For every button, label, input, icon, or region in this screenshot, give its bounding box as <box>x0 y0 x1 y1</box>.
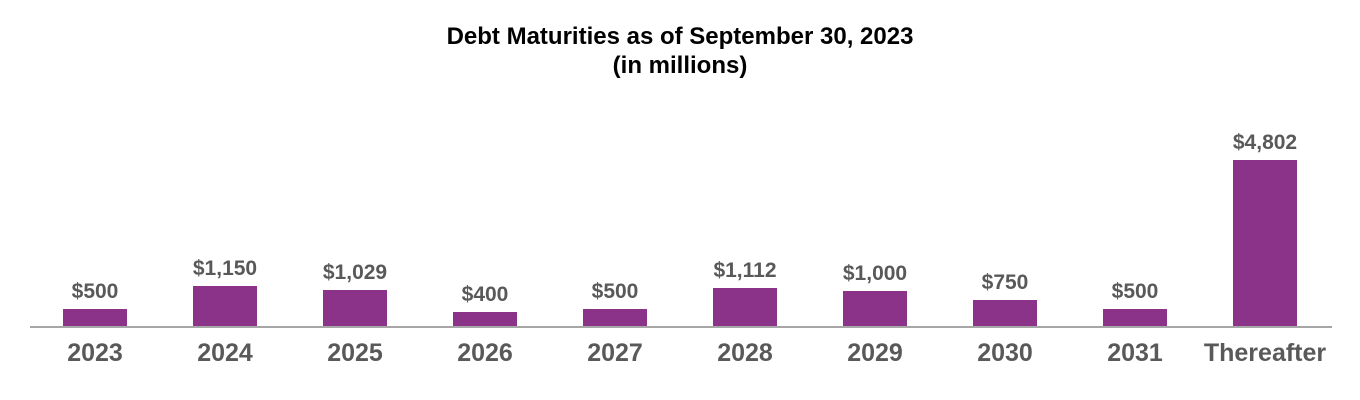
bar-value-label: $500 <box>1111 280 1159 303</box>
chart-title: Debt Maturities as of September 30, 2023 <box>446 23 914 50</box>
bar-value-label: $500 <box>591 280 639 303</box>
x-axis-tick-label: 2027 <box>587 339 643 367</box>
bar-value-label: $500 <box>71 280 119 303</box>
x-axis-tick-label: 2024 <box>197 339 253 367</box>
bar-group: $1,000 <box>810 0 940 326</box>
bar <box>193 286 257 326</box>
bar-value-label: $400 <box>461 283 509 306</box>
bar-value-label: $1,150 <box>192 257 258 280</box>
bar-group: $1,112 <box>680 0 810 326</box>
bar-group: $1,029 <box>290 0 420 326</box>
bar <box>583 309 647 326</box>
x-axis-tick-label: 2030 <box>977 339 1033 367</box>
bar <box>1103 309 1167 326</box>
chart-subtitle: (in millions) <box>612 52 748 79</box>
bar <box>973 300 1037 326</box>
bar <box>453 312 517 326</box>
bar-value-label: $1,029 <box>322 261 388 284</box>
x-axis-line <box>30 326 1332 328</box>
bar-group: $500 <box>1070 0 1200 326</box>
x-axis-tick-label: 2031 <box>1107 339 1163 367</box>
bar <box>843 291 907 326</box>
x-axis-labels: 2023 2024 2025 2026 2027 2028 2029 2030 2031 Ther… <box>30 338 1330 368</box>
bar <box>323 290 387 326</box>
bar-value-label: $1,000 <box>842 262 908 285</box>
bar <box>1233 160 1297 326</box>
bar-group: $400 <box>420 0 550 326</box>
x-axis-tick-label: 2026 <box>457 339 513 367</box>
x-axis-tick-label: Thereafter <box>1203 339 1327 367</box>
bar-group: $500 <box>30 0 160 326</box>
x-axis-tick-label: 2029 <box>847 339 903 367</box>
bar-group: $500 <box>550 0 680 326</box>
bar <box>713 288 777 326</box>
bar-value-label: $750 <box>981 271 1029 294</box>
bar-value-label: $1,112 <box>713 259 777 282</box>
x-axis-tick-label: 2025 <box>327 339 383 367</box>
chart-header: Debt Maturities as of September 30, 2023… <box>0 22 1360 80</box>
bar-group: $1,150 <box>160 0 290 326</box>
plot-area: $500 $1,150 $1,029 $400 $500 $1,112 $1,000 $750… <box>30 0 1330 326</box>
bar-value-label: $4,802 <box>1232 131 1298 154</box>
bar-group: $4,802 <box>1200 0 1330 326</box>
x-axis-tick-label: 2023 <box>67 339 123 367</box>
x-axis-tick-label: 2028 <box>717 339 773 367</box>
bar <box>63 309 127 326</box>
bar-group: $750 <box>940 0 1070 326</box>
